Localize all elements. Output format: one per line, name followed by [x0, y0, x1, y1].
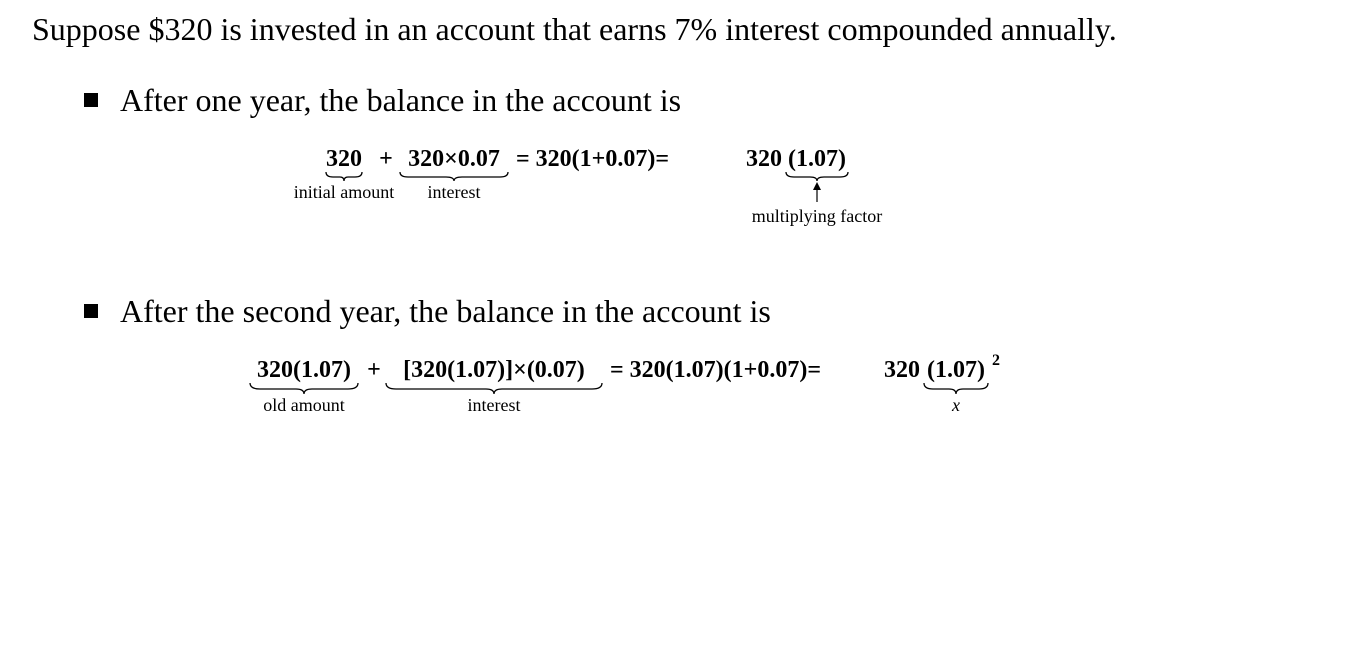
eq1-ann-initial: initial amount	[294, 182, 395, 202]
eq1-mid: = 320(1+0.07)=	[516, 146, 669, 172]
bullet-1-text: After one year, the balance in the accou…	[120, 79, 681, 122]
eq1-ann-factor: multiplying factor	[752, 206, 882, 226]
eq2-ann-x: x	[951, 395, 960, 415]
page: Suppose $320 is invested in an account t…	[0, 0, 1367, 468]
eq1-plus: +	[379, 146, 393, 172]
bullet-2-text: After the second year, the balance in th…	[120, 290, 771, 333]
eq2-brace-interest	[386, 383, 602, 394]
eq1-brace-interest	[400, 172, 508, 181]
eq1-ann-interest: interest	[428, 182, 481, 202]
eq1-initial: 320	[326, 146, 362, 172]
eq1-arrow-head-icon	[813, 182, 821, 190]
equation-1-svg: 320 initial amount + 320×0.07 interest =…	[84, 136, 984, 246]
eq1-interest: 320×0.07	[408, 146, 500, 172]
eq2-interest: [320(1.07)]×(0.07)	[403, 357, 585, 383]
eq2-brace-factor	[924, 383, 988, 394]
eq2-result-factor: (1.07)	[927, 357, 985, 383]
bullet-1: After one year, the balance in the accou…	[84, 79, 1335, 122]
bullet-square-icon	[84, 93, 98, 107]
equation-2-svg: 320(1.07) old amount + [320(1.07)]×(0.07…	[84, 347, 1144, 457]
eq2-mid: = 320(1.07)(1+0.07)=	[610, 357, 821, 383]
eq2-ann-old: old amount	[263, 395, 345, 415]
eq1-result-pre: 320	[746, 146, 782, 172]
eq2-old: 320(1.07)	[257, 357, 351, 383]
eq1-brace-initial	[326, 172, 362, 181]
equation-2: 320(1.07) old amount + [320(1.07)]×(0.07…	[84, 347, 1335, 468]
equation-1: 320 initial amount + 320×0.07 interest =…	[84, 136, 1335, 257]
eq2-plus: +	[367, 357, 381, 383]
eq2-result-exp: 2	[992, 352, 1000, 369]
eq1-result-factor: (1.07)	[788, 146, 846, 172]
eq2-result-pre: 320	[884, 357, 920, 383]
bullet-square-icon	[84, 304, 98, 318]
eq2-brace-old	[250, 383, 358, 394]
eq2-ann-interest: interest	[468, 395, 521, 415]
intro-paragraph: Suppose $320 is invested in an account t…	[32, 8, 1335, 51]
eq1-brace-factor	[786, 172, 848, 181]
bullet-2: After the second year, the balance in th…	[84, 290, 1335, 333]
